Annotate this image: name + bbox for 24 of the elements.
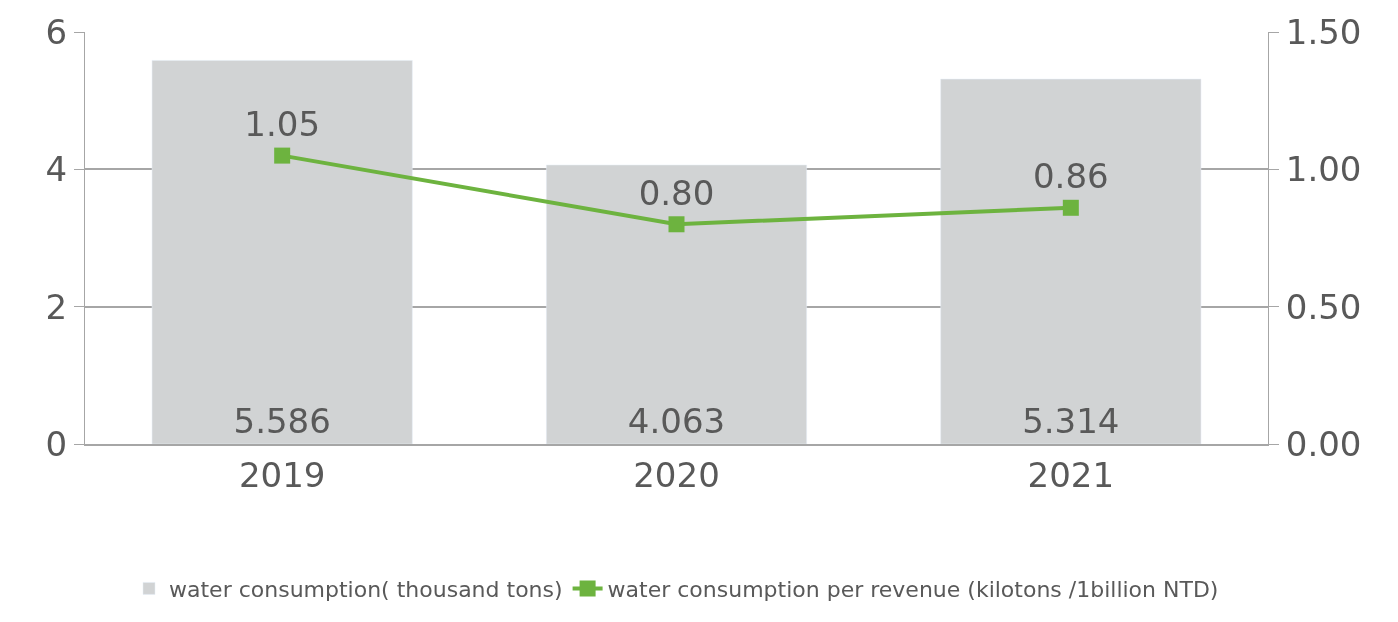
y-tick-label: 4: [45, 149, 68, 190]
x-tick-label: 2019: [238, 454, 326, 495]
y2-tick-label: 1.50: [1285, 11, 1362, 52]
legend-label: water consumption( thousand tons): [169, 576, 563, 602]
point: [668, 216, 685, 233]
y2-tick-label: 1.00: [1285, 149, 1362, 190]
bar: [940, 78, 1202, 444]
data-label: 5.314: [1022, 401, 1120, 441]
bar: [151, 60, 413, 444]
y2-tick-label: 0.00: [1285, 423, 1362, 464]
y2-tick-label: 0.50: [1285, 286, 1362, 327]
data-label: 1.05: [244, 104, 321, 145]
y-tick-label: 0: [45, 423, 68, 464]
point: [1062, 199, 1079, 216]
y-tick-label: 2: [45, 286, 68, 327]
x-tick-label: 2021: [1027, 454, 1115, 495]
data-label: 4.063: [627, 401, 726, 441]
point: [274, 147, 291, 164]
y-tick-label: 6: [45, 11, 68, 52]
data-label: 5.586: [233, 401, 331, 441]
legend-label: water consumption per revenue (kilotons /1billion NTD): [607, 576, 1219, 602]
data-label: 0.80: [638, 172, 715, 213]
data-label: 0.86: [1032, 156, 1109, 197]
x-tick-label: 2020: [633, 454, 720, 495]
